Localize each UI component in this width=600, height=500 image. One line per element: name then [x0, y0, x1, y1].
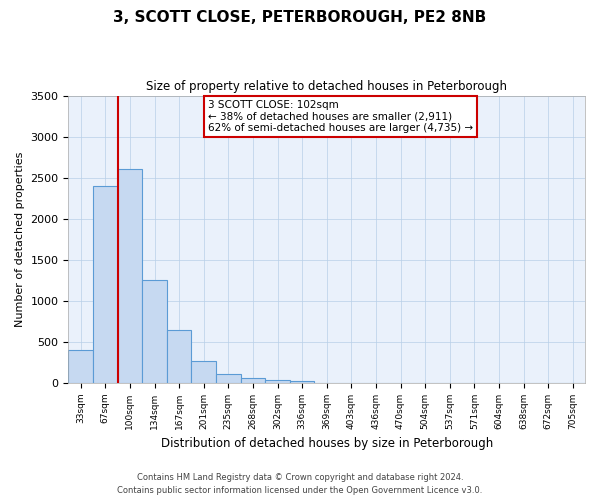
Bar	[167, 330, 191, 382]
Bar	[241, 378, 265, 382]
Bar	[216, 374, 241, 382]
Bar	[68, 350, 93, 382]
Text: 3 SCOTT CLOSE: 102sqm
← 38% of detached houses are smaller (2,911)
62% of semi-d: 3 SCOTT CLOSE: 102sqm ← 38% of detached …	[208, 100, 473, 133]
Title: Size of property relative to detached houses in Peterborough: Size of property relative to detached ho…	[146, 80, 507, 93]
Y-axis label: Number of detached properties: Number of detached properties	[15, 152, 25, 327]
X-axis label: Distribution of detached houses by size in Peterborough: Distribution of detached houses by size …	[161, 437, 493, 450]
Bar	[191, 361, 216, 382]
Bar	[93, 186, 118, 382]
Bar	[142, 280, 167, 382]
Text: Contains HM Land Registry data © Crown copyright and database right 2024.
Contai: Contains HM Land Registry data © Crown c…	[118, 474, 482, 495]
Text: 3, SCOTT CLOSE, PETERBOROUGH, PE2 8NB: 3, SCOTT CLOSE, PETERBOROUGH, PE2 8NB	[113, 10, 487, 25]
Bar	[118, 170, 142, 382]
Bar	[265, 380, 290, 382]
